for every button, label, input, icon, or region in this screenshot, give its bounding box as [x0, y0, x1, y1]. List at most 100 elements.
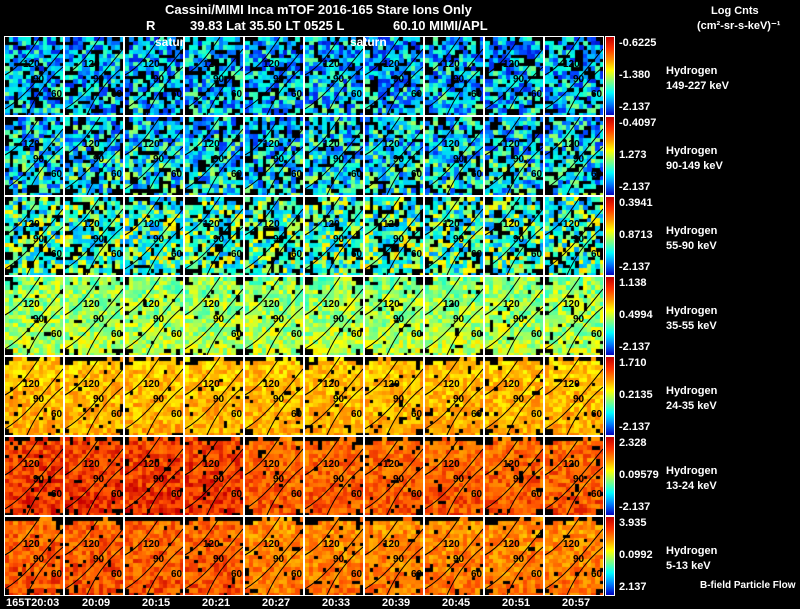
contour-label-90: 90	[393, 314, 405, 325]
pitch-angle-contour	[5, 277, 41, 316]
pitch-angle-contours	[545, 357, 603, 435]
energy-time-panel: 120 90 60	[484, 356, 544, 436]
contour-label-120: 120	[23, 379, 40, 390]
pitch-angle-contour	[245, 517, 281, 556]
contour-label-90: 90	[153, 154, 165, 165]
pitch-angle-contours	[425, 37, 483, 115]
contour-label-120: 120	[503, 219, 520, 230]
colorbar-label-mid: 0.2135	[619, 389, 653, 401]
pitch-angle-contour	[386, 226, 423, 275]
contour-label-60: 60	[531, 169, 543, 180]
pitch-angle-contour	[485, 528, 543, 590]
pitch-angle-contours	[5, 197, 63, 275]
energy-time-panel: 120 90 60	[184, 196, 244, 276]
time-tick-label: 20:57	[562, 597, 591, 609]
contour-label-120: 120	[143, 219, 160, 230]
pitch-angle-contour	[266, 306, 303, 355]
energy-time-panel: 120 90 60	[184, 36, 244, 116]
pitch-angle-contours	[65, 357, 123, 435]
contour-label-90: 90	[573, 154, 585, 165]
contour-label-120: 120	[383, 139, 400, 150]
pitch-angle-contour	[425, 357, 461, 396]
contour-label-90: 90	[333, 314, 345, 325]
pitch-angle-contour	[446, 546, 483, 595]
pitch-angle-contours	[245, 197, 303, 275]
pitch-angle-contours	[5, 117, 63, 195]
contour-label-120: 120	[323, 459, 340, 470]
colorbar-label-min: -2.137	[619, 181, 651, 193]
contour-label-60: 60	[351, 329, 363, 340]
subtitle-right: 60.10 MIMI/APL	[393, 18, 488, 33]
contour-label-90: 90	[573, 234, 585, 245]
contour-label-60: 60	[471, 89, 483, 100]
contour-label-60: 60	[591, 249, 603, 260]
energy-time-panel: 120 90 60	[484, 36, 544, 116]
pitch-angle-contour	[65, 117, 101, 156]
contour-label-60: 60	[111, 249, 123, 260]
contour-label-90: 90	[213, 74, 225, 85]
pitch-angle-contour	[545, 117, 581, 156]
pitch-angle-contours	[545, 37, 603, 115]
pitch-angle-contours	[125, 197, 183, 275]
contour-label-60: 60	[111, 169, 123, 180]
colorbar-label-min: -2.137	[619, 501, 651, 513]
pitch-angle-contour	[506, 386, 543, 435]
contour-label-120: 120	[203, 219, 220, 230]
pitch-angle-contour	[425, 277, 461, 316]
contour-label-90: 90	[93, 154, 105, 165]
energy-range: 149-227 keV	[666, 80, 729, 92]
pitch-angle-contour	[365, 208, 423, 270]
contour-label-60: 60	[471, 169, 483, 180]
units-line-2: (cm²-sr-s-keV)⁻¹	[697, 20, 781, 32]
contour-label-120: 120	[263, 59, 280, 70]
pitch-angle-contour	[365, 517, 401, 556]
pitch-angle-contour	[305, 517, 341, 556]
units-line-1: Log Cnts	[711, 5, 759, 17]
contour-label-120: 120	[203, 299, 220, 310]
pitch-angle-contour	[305, 48, 363, 110]
pitch-angle-contours	[5, 517, 63, 595]
pitch-angle-contour	[266, 546, 303, 595]
pitch-angle-contour	[365, 117, 401, 156]
energy-range: 90-149 keV	[666, 160, 723, 172]
pitch-angle-contours	[185, 277, 243, 355]
contour-label-60: 60	[531, 329, 543, 340]
colorbar	[605, 436, 615, 516]
pitch-angle-contour	[65, 288, 123, 350]
energy-time-panel: 120 90 60	[124, 356, 184, 436]
contour-label-90: 90	[453, 474, 465, 485]
pitch-angle-contour	[5, 208, 63, 270]
pitch-angle-contours	[245, 357, 303, 435]
energy-time-panel: 120 90 60	[364, 116, 424, 196]
pitch-angle-contour	[485, 277, 521, 316]
contour-label-90: 90	[513, 474, 525, 485]
colorbar-label-mid: 0.0992	[619, 549, 653, 561]
pitch-angle-contour	[485, 37, 521, 76]
pitch-angle-contours	[305, 357, 363, 435]
pitch-angle-contours	[545, 117, 603, 195]
plot-title: Cassini/MIMI Inca mTOF 2016-165 Stare Io…	[165, 2, 472, 17]
pitch-angle-contour	[425, 197, 461, 236]
pitch-angle-contours	[485, 197, 543, 275]
pitch-angle-contour	[146, 226, 183, 275]
pitch-angle-contour	[485, 208, 543, 270]
pitch-angle-contour	[485, 117, 521, 156]
energy-time-panel: 120 90 60	[364, 436, 424, 516]
contour-label-90: 90	[513, 314, 525, 325]
contour-label-90: 90	[393, 554, 405, 565]
contour-label-90: 90	[453, 234, 465, 245]
pitch-angle-contour	[425, 517, 461, 556]
pitch-angle-contours	[245, 437, 303, 515]
contour-label-90: 90	[273, 474, 285, 485]
pitch-angle-contour	[446, 146, 483, 195]
pitch-angle-contour	[266, 66, 303, 115]
pitch-angle-contour	[125, 288, 183, 350]
contour-label-90: 90	[273, 314, 285, 325]
contour-label-120: 120	[263, 139, 280, 150]
contour-label-120: 120	[443, 379, 460, 390]
energy-time-panel: 120 90 60	[124, 36, 184, 116]
pitch-angle-contours	[365, 197, 423, 275]
contour-label-120: 120	[443, 139, 460, 150]
contour-label-60: 60	[231, 409, 243, 420]
contour-label-60: 60	[51, 489, 63, 500]
